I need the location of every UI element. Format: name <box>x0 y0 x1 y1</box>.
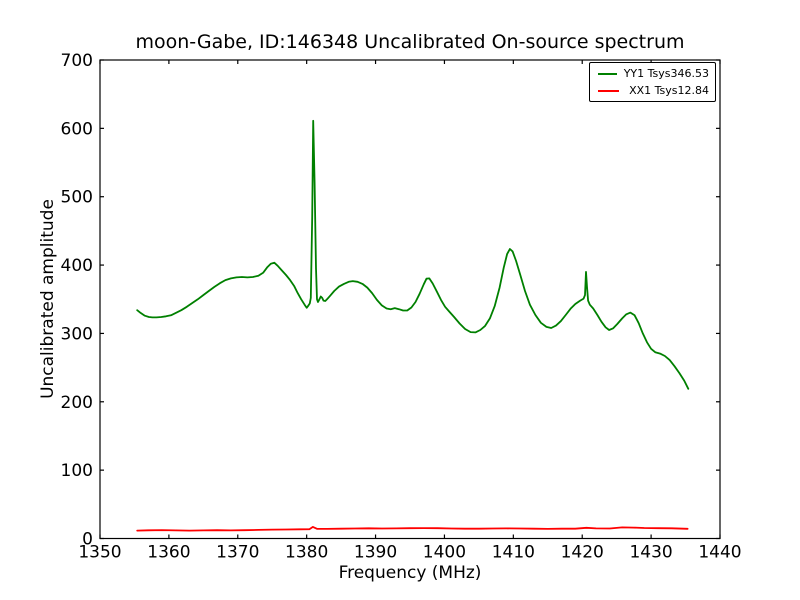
y-tick-label: 0 <box>82 530 93 550</box>
x-tick-label: 1350 <box>78 543 121 563</box>
x-tick-label: 1430 <box>629 543 672 563</box>
x-tick-label: 1390 <box>354 543 397 563</box>
x-tick-label: 1360 <box>147 543 190 563</box>
legend: YY1 Tsys346.53 XX1 Tsys12.84 <box>589 62 716 102</box>
y-tick-label: 200 <box>61 393 93 413</box>
xx1-line-swatch <box>598 89 619 92</box>
x-axis-label: Frequency (MHz) <box>338 563 482 583</box>
legend-label-xx1: XX1 Tsys12.84 <box>629 84 709 97</box>
x-tick-label: 1370 <box>216 543 259 563</box>
series-line-xx1 <box>136 526 689 532</box>
x-tick-label: 1410 <box>492 543 535 563</box>
y-tick-label: 100 <box>61 461 93 481</box>
axes-box <box>99 59 721 540</box>
series-line-yy1 <box>136 119 690 390</box>
chart-title: moon-Gabe, ID:146348 Uncalibrated On-sou… <box>135 31 685 53</box>
x-tick-label: 1420 <box>561 543 604 563</box>
yy1-line-swatch <box>598 72 617 75</box>
legend-entry-xx1: XX1 Tsys12.84 <box>598 84 709 97</box>
y-tick-label: 300 <box>61 324 93 344</box>
legend-label-yy1: YY1 Tsys346.53 <box>623 67 709 80</box>
x-tick-label: 1400 <box>423 543 466 563</box>
y-tick-label: 500 <box>61 188 93 208</box>
y-tick-label: 400 <box>61 256 93 276</box>
y-tick-label: 700 <box>61 51 93 71</box>
x-tick-label: 1380 <box>285 543 328 563</box>
x-tick-label: 1440 <box>698 543 741 563</box>
y-tick-label: 600 <box>61 119 93 139</box>
legend-entry-yy1: YY1 Tsys346.53 <box>598 67 709 80</box>
